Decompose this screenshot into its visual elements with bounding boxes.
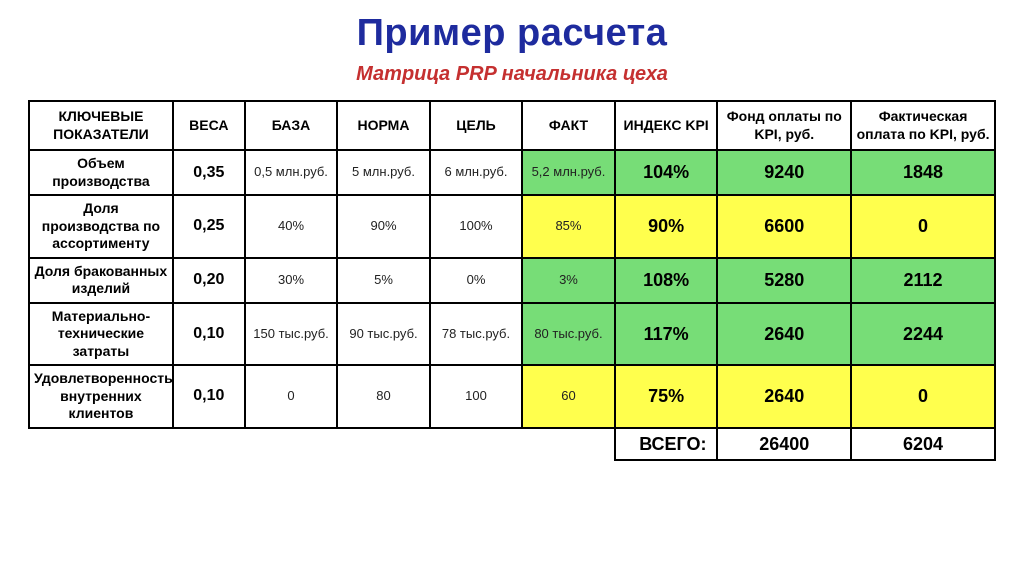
table-row: Удовлетворенность внутренних клиентов0,1… [29, 365, 995, 428]
table-total-row: ВСЕГО:264006204 [29, 428, 995, 461]
cell-index: 104% [615, 150, 718, 195]
total-actual: 6204 [851, 428, 995, 461]
table-row: Доля производства по ассортименту0,2540%… [29, 195, 995, 258]
cell-norm: 80 [337, 365, 429, 428]
row-label: Доля бракованных изделий [29, 258, 173, 303]
cell-base: 0 [245, 365, 337, 428]
cell-actual: 0 [851, 365, 995, 428]
row-label: Материально-технические затраты [29, 303, 173, 366]
col-header: КЛЮЧЕВЫЕ ПОКАЗАТЕЛИ [29, 101, 173, 150]
cell-fund: 6600 [717, 195, 851, 258]
table-header-row: КЛЮЧЕВЫЕ ПОКАЗАТЕЛИ ВЕСА БАЗА НОРМА ЦЕЛЬ… [29, 101, 995, 150]
cell-goal: 78 тыс.руб. [430, 303, 522, 366]
cell-fact: 80 тыс.руб. [522, 303, 614, 366]
cell-fact: 3% [522, 258, 614, 303]
total-fund: 26400 [717, 428, 851, 461]
cell-fund: 9240 [717, 150, 851, 195]
cell-actual: 1848 [851, 150, 995, 195]
cell-actual: 0 [851, 195, 995, 258]
table-body: Объем производства0,350,5 млн.руб.5 млн.… [29, 150, 995, 460]
cell-norm: 5 млн.руб. [337, 150, 429, 195]
total-label: ВСЕГО: [615, 428, 718, 461]
row-label: Объем производства [29, 150, 173, 195]
cell-norm: 90 тыс.руб. [337, 303, 429, 366]
col-header: НОРМА [337, 101, 429, 150]
cell-weight: 0,10 [173, 365, 245, 428]
cell-fact: 85% [522, 195, 614, 258]
cell-index: 108% [615, 258, 718, 303]
col-header: ВЕСА [173, 101, 245, 150]
row-label: Удовлетворенность внутренних клиентов [29, 365, 173, 428]
col-header: ФАКТ [522, 101, 614, 150]
cell-goal: 100% [430, 195, 522, 258]
blank-cell [29, 428, 615, 461]
cell-index: 117% [615, 303, 718, 366]
col-header: Фонд оплаты по KPI, руб. [717, 101, 851, 150]
col-header: БАЗА [245, 101, 337, 150]
cell-weight: 0,25 [173, 195, 245, 258]
cell-fact: 5,2 млн.руб. [522, 150, 614, 195]
cell-index: 75% [615, 365, 718, 428]
cell-base: 150 тыс.руб. [245, 303, 337, 366]
table-row: Объем производства0,350,5 млн.руб.5 млн.… [29, 150, 995, 195]
page-subtitle: Матрица PRP начальника цеха [28, 63, 996, 86]
page-title: Пример расчета [28, 12, 996, 55]
cell-base: 40% [245, 195, 337, 258]
cell-norm: 90% [337, 195, 429, 258]
cell-fund: 5280 [717, 258, 851, 303]
col-header: Фактическая оплата по KPI, руб. [851, 101, 995, 150]
col-header: ЦЕЛЬ [430, 101, 522, 150]
cell-base: 0,5 млн.руб. [245, 150, 337, 195]
cell-fund: 2640 [717, 365, 851, 428]
cell-norm: 5% [337, 258, 429, 303]
cell-actual: 2244 [851, 303, 995, 366]
cell-fact: 60 [522, 365, 614, 428]
cell-base: 30% [245, 258, 337, 303]
cell-fund: 2640 [717, 303, 851, 366]
row-label: Доля производства по ассортименту [29, 195, 173, 258]
cell-goal: 6 млн.руб. [430, 150, 522, 195]
cell-actual: 2112 [851, 258, 995, 303]
cell-weight: 0,10 [173, 303, 245, 366]
cell-goal: 0% [430, 258, 522, 303]
cell-goal: 100 [430, 365, 522, 428]
cell-weight: 0,20 [173, 258, 245, 303]
cell-weight: 0,35 [173, 150, 245, 195]
cell-index: 90% [615, 195, 718, 258]
table-row: Материально-технические затраты0,10150 т… [29, 303, 995, 366]
table-row: Доля бракованных изделий0,2030%5%0%3%108… [29, 258, 995, 303]
kpi-table: КЛЮЧЕВЫЕ ПОКАЗАТЕЛИ ВЕСА БАЗА НОРМА ЦЕЛЬ… [28, 100, 996, 461]
col-header: ИНДЕКС KPI [615, 101, 718, 150]
